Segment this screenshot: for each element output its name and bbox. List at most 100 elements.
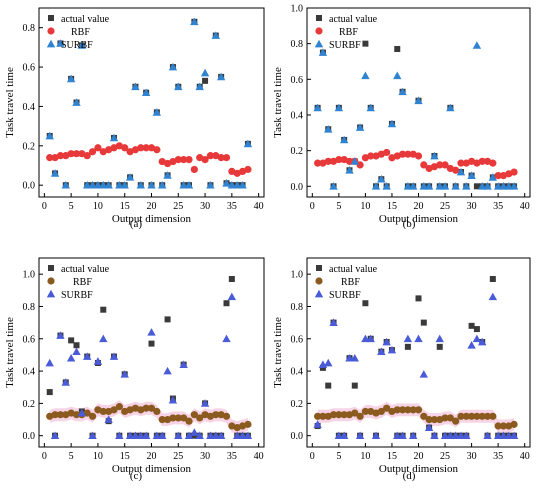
surbf-point-3	[329, 318, 338, 326]
panel-caption-3: (c)	[130, 470, 143, 482]
rbf-point-21	[425, 415, 433, 424]
surbf-point-35	[233, 431, 242, 440]
surbf-point-2	[324, 125, 333, 133]
rbf-point-19	[414, 406, 423, 414]
x-tick-label: 10	[93, 201, 103, 212]
surbf-point-29	[200, 399, 210, 407]
rbf-point-28	[462, 412, 470, 420]
surbf-point-20	[419, 182, 429, 190]
rbf-point-27	[190, 165, 198, 174]
surbf-point-19	[147, 328, 156, 336]
surbf-point-5	[339, 135, 349, 144]
surbf-point-24	[174, 431, 183, 440]
rbf-point-25	[446, 414, 454, 422]
rbf-point-37	[244, 165, 252, 174]
x-tick-label: 20	[414, 451, 424, 462]
rbf-point-33	[489, 412, 497, 420]
surbf-point-34	[493, 182, 503, 190]
x-tick-label: 5	[336, 201, 341, 212]
legend-label-actual: actual value	[329, 14, 378, 25]
surbf-point-8	[355, 431, 365, 440]
rbf-series	[314, 404, 518, 430]
rbf-point-26	[452, 166, 460, 174]
rbf-point-20	[153, 407, 161, 416]
surbf-point-4	[66, 353, 76, 362]
actual-value-point-15	[394, 46, 401, 53]
x-tick-label: 10	[93, 451, 103, 462]
surbf-point-11	[371, 182, 381, 190]
x-tick-label: 25	[173, 451, 183, 462]
rbf-point-9	[361, 407, 370, 416]
actual-value-point-34	[228, 276, 235, 282]
x-tick-label: 10	[360, 201, 370, 212]
surbf-point-26	[184, 180, 194, 189]
rbf-point-6	[345, 157, 354, 165]
surbf-point-12	[377, 174, 386, 183]
rbf-point-35	[499, 422, 508, 430]
rbf-point-23	[436, 161, 444, 169]
surbf-point-15	[125, 173, 135, 181]
surbf-point-5	[72, 98, 81, 106]
rbf-point-5	[340, 411, 348, 419]
x-axis-label: Output dimension	[379, 213, 459, 225]
surbf-point-12	[109, 352, 119, 360]
rbf-point-12	[110, 406, 118, 414]
actual-value-series	[314, 40, 518, 190]
actual-value-point-20	[420, 319, 427, 326]
surbf-point-3	[329, 182, 338, 190]
rbf-point-17	[404, 150, 412, 158]
actual-value-point-4	[68, 337, 75, 344]
x-tick-label: 35	[493, 201, 503, 212]
rbf-point-7	[351, 409, 359, 417]
surbf-point-18	[141, 88, 151, 97]
rbf-point-4	[67, 150, 75, 158]
surbf-point-34	[227, 180, 237, 189]
rbf-point-18	[142, 404, 150, 412]
y-tick-label: 0.0	[291, 182, 304, 193]
y-tick-label: 0.0	[291, 431, 304, 442]
rbf-point-24	[174, 414, 182, 422]
actual-value-point-19	[415, 295, 422, 302]
surbf-point-11	[104, 415, 113, 423]
surbf-point-30	[472, 334, 482, 343]
legend-label-rbf: RBF	[73, 277, 92, 288]
x-tick-label: 0	[42, 201, 47, 212]
surbf-point-legend	[314, 289, 324, 298]
legend-label-rbf: RBF	[71, 27, 90, 38]
x-tick-label: 0	[310, 201, 315, 212]
chart-panel-4: 0 5 10 15 20 25 30 35 40 0.0 0.2 0.4 0.6 0.8 1.0 Output…	[272, 257, 531, 475]
surbf-point-5	[339, 431, 349, 440]
x-tick-label: 20	[147, 201, 157, 212]
surbf-point-28	[195, 82, 204, 91]
rbf-point-26	[185, 417, 193, 425]
surbf-point-33	[488, 173, 498, 181]
surbf-point-33	[222, 179, 231, 187]
surbf-point-25	[179, 360, 188, 368]
surbf-point-24	[440, 431, 450, 440]
x-tick-label: 30	[200, 201, 210, 212]
surbf-point-14	[120, 180, 129, 189]
surbf-point-6	[77, 41, 87, 49]
x-tick-label: 40	[254, 201, 264, 212]
y-tick-label: 0.4	[23, 367, 36, 378]
rbf-point-26	[452, 417, 460, 425]
surbf-point-17	[136, 431, 145, 440]
surbf-point-7	[83, 180, 92, 189]
rbf-point-10	[99, 407, 107, 416]
surbf-point-15	[393, 431, 402, 440]
surbf-point-18	[408, 431, 418, 440]
actual-value-point-33	[223, 300, 230, 307]
surbf-point-7	[350, 353, 359, 362]
actual-value-point-23	[436, 343, 443, 350]
surbf-point-13	[115, 180, 124, 189]
y-tick-label: 0.6	[291, 334, 304, 345]
actual-value-point-29	[468, 322, 475, 329]
surbf-point-6	[345, 353, 354, 362]
actual-value-point-legend	[48, 265, 54, 271]
rbf-point-2	[324, 157, 332, 165]
surbf-point-4	[334, 431, 344, 440]
rbf-point-13	[115, 403, 123, 411]
legend-label-rbf: RBF	[341, 277, 360, 288]
surbf-series	[45, 292, 253, 440]
surbf-point-27	[456, 431, 466, 440]
